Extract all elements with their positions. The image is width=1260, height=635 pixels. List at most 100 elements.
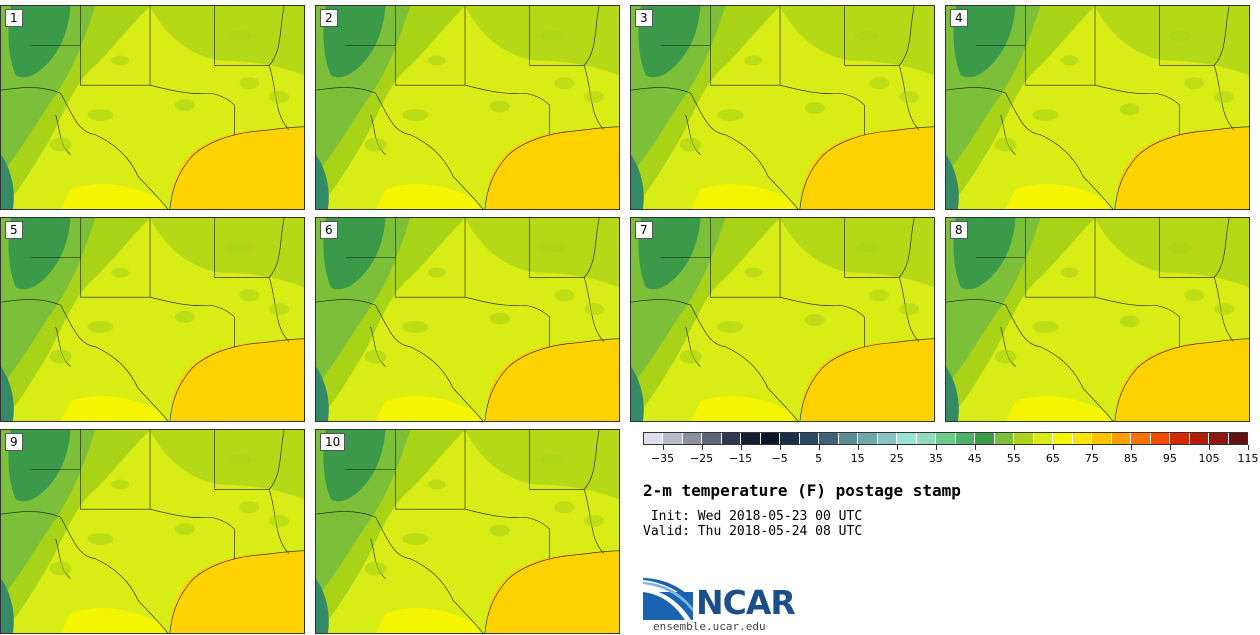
south-yellow-region [60,608,165,633]
state-boundary [395,430,550,559]
colorbar-tick-mark [1208,445,1210,450]
sw-terrain-region [946,366,959,421]
high-terrain-region [953,218,1016,290]
stamp-map [1,430,304,633]
north-green-region [150,430,304,500]
colorbar-tick-label: 95 [1162,452,1177,465]
stamp-number-label: 4 [950,9,968,27]
north-green-region [780,218,934,288]
coastline [169,338,304,421]
temperature-patch [1214,303,1235,316]
north-green-region [780,6,934,76]
stamp-map [946,6,1249,209]
border-line [316,87,484,209]
colorbar-tick-mark [1130,445,1132,450]
temperature-patch [174,311,195,323]
temperature-patch [489,100,510,113]
border-line [631,87,799,209]
state-boundary [30,469,81,579]
temperature-patch [1184,289,1205,302]
colorbar-swatch [1111,433,1132,444]
border-line [946,87,1114,209]
colorbar-swatch [1072,433,1093,444]
colorbar-tick-label: 45 [967,452,982,465]
south-yellow-region [375,396,480,421]
temperature-patch [899,303,920,316]
temperature-patch [744,267,763,278]
gulf-of-mexico [801,126,934,209]
temperature-patch [584,515,605,528]
stamp-number-label: 2 [320,9,338,27]
coastline [1114,126,1249,209]
border-line [631,299,799,421]
state-boundary [975,45,1026,155]
plot-title: 2-m temperature (F) postage stamp [643,481,961,500]
colorbar-swatch [819,433,839,444]
colorbar-swatch [897,433,917,444]
stamp-number-label: 3 [635,9,653,27]
temperature-patch [679,137,702,152]
stamp-panel-8: 8 [945,217,1250,422]
colorbar-tick-label: 75 [1084,452,1099,465]
temperature-patch [1168,30,1192,41]
border-line [316,511,484,633]
temperature-patch [1060,267,1079,278]
temperature-patch [269,91,290,104]
temperature-patch [174,99,195,111]
colorbar-swatch [682,433,703,444]
state-boundary [710,218,865,347]
temperature-patch [402,532,429,545]
south-yellow-region [1005,396,1110,421]
temperature-patch [49,561,72,576]
state-boundary [345,45,396,155]
temperature-patch [584,303,605,316]
colorbar-swatch [1170,433,1190,444]
south-yellow-region [375,184,480,209]
north-green-region [465,430,619,500]
colorbar-swatch [780,433,800,444]
north-green-region [150,218,304,288]
temperature-patch [899,91,920,104]
stamp-number-label: 10 [320,433,346,451]
ncar-logo-icon [643,578,693,620]
stamp-panel-2: 2 [315,5,620,210]
border-line [946,299,1114,421]
temperature-patch [87,320,114,333]
colorbar-tick-mark [779,445,781,450]
state-boundary [660,45,711,155]
temperature-patch [227,30,252,41]
colorbar-swatch [975,433,995,444]
border-line [1,299,169,421]
colorbar-swatch [721,433,742,444]
temperature-patch [717,108,744,121]
temperature-patch [1032,320,1059,333]
state-boundary [80,218,235,347]
colorbar-tick-mark [857,445,859,450]
temperature-patch [227,454,252,465]
sw-terrain-region [631,154,644,209]
gulf-of-mexico [171,550,304,633]
stamp-number-label: 7 [635,221,653,239]
sw-terrain-region [1,154,14,209]
stamp-map [946,218,1249,421]
temperature-patch [87,108,114,121]
south-yellow-region [60,184,165,209]
high-terrain-region [323,218,386,290]
state-boundary [30,45,81,155]
high-terrain-region [638,6,701,78]
ensemble-url: ensemble.ucar.edu [653,620,766,633]
colorbar-swatch [644,433,664,444]
state-boundary [1025,6,1180,135]
colorbar-swatch [936,433,956,444]
temperature-patch [427,479,446,490]
temperature-patch [427,55,446,66]
coastline [484,126,619,209]
stamp-map [631,218,934,421]
temperature-patch [402,108,429,121]
temperature-patch [227,242,252,253]
temperature-patch [489,524,510,537]
temperature-patch [1119,103,1140,116]
temperature-patch [854,242,879,253]
north-green-region [1095,218,1249,288]
temperature-patch [744,55,763,66]
